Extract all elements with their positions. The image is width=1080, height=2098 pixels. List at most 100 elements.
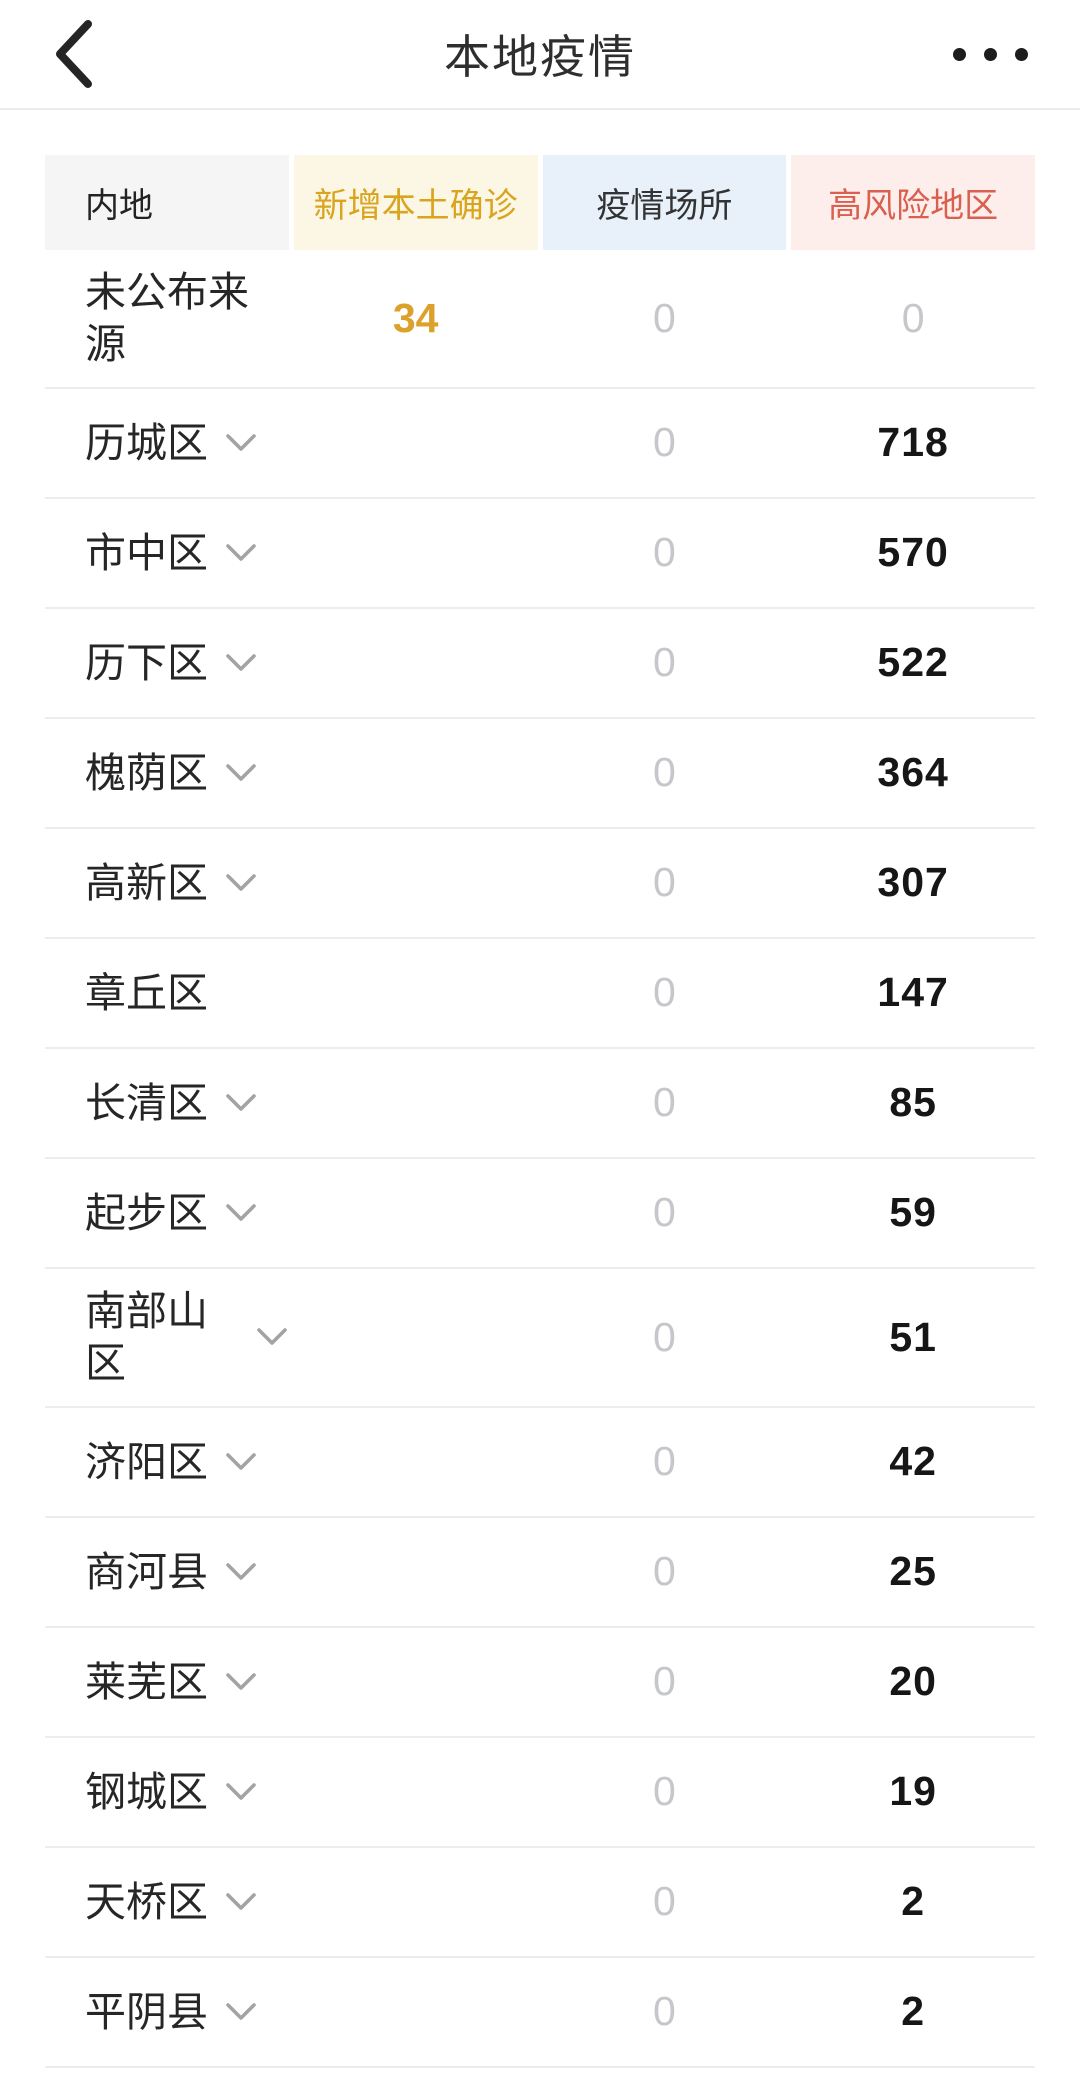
region-cell: 未公布来源 bbox=[45, 266, 289, 371]
region-cell[interactable]: 起步区 bbox=[45, 1187, 289, 1239]
region-label: 槐荫区 bbox=[85, 749, 208, 796]
chevron-down-icon[interactable] bbox=[224, 542, 258, 564]
region-cell[interactable]: 历下区 bbox=[45, 637, 289, 689]
table-row: 平阴县 0 2 bbox=[45, 1958, 1035, 2068]
region-cell[interactable]: 历城区 bbox=[45, 417, 289, 469]
table-row: 天桥区 0 2 bbox=[45, 1848, 1035, 1958]
more-button[interactable] bbox=[940, 0, 1080, 108]
epidemic-venues-value: 0 bbox=[652, 1313, 676, 1360]
chevron-down-icon[interactable] bbox=[255, 1326, 289, 1348]
table-row: 章丘区 0 147 bbox=[45, 939, 1035, 1049]
epidemic-venues-value: 0 bbox=[652, 1658, 676, 1705]
chevron-down-icon[interactable] bbox=[224, 1671, 258, 1693]
ellipsis-icon bbox=[953, 47, 1028, 61]
table-row: 起步区 0 59 bbox=[45, 1159, 1035, 1269]
region-label: 钢城区 bbox=[85, 1768, 208, 1815]
new-local-confirmed-value: 34 bbox=[392, 294, 439, 341]
chevron-down-icon[interactable] bbox=[224, 1202, 258, 1224]
chevron-down-icon[interactable] bbox=[224, 1092, 258, 1114]
chevron-down-icon[interactable] bbox=[224, 652, 258, 674]
epidemic-venues-value: 0 bbox=[652, 529, 676, 576]
epidemic-venues-value: 0 bbox=[652, 1878, 676, 1925]
chevron-left-icon bbox=[56, 20, 92, 88]
region-cell[interactable]: 钢城区 bbox=[45, 1766, 289, 1818]
high-risk-areas-value: 2 bbox=[901, 1988, 926, 2035]
region-label: 未公布来源 bbox=[85, 269, 249, 368]
region-label: 平阴县 bbox=[85, 1988, 208, 2035]
high-risk-areas-value: 0 bbox=[901, 294, 925, 341]
table-row: 莱芜区 0 20 bbox=[45, 1628, 1035, 1738]
region-cell[interactable]: 商河县 bbox=[45, 1546, 289, 1598]
epidemic-venues-value: 0 bbox=[652, 1079, 676, 1126]
table-row: 历下区 0 522 bbox=[45, 609, 1035, 719]
chevron-down-icon[interactable] bbox=[224, 872, 258, 894]
table-row: 南部山区 0 51 bbox=[45, 1269, 1035, 1408]
epidemic-venues-value: 0 bbox=[652, 294, 676, 341]
region-label: 高新区 bbox=[85, 859, 208, 906]
region-label: 莱芜区 bbox=[85, 1658, 208, 1705]
epidemic-venues-value: 0 bbox=[652, 1189, 676, 1236]
epidemic-venues-value: 0 bbox=[652, 1438, 676, 1485]
region-cell[interactable]: 平阴县 bbox=[45, 1986, 289, 2038]
chevron-down-icon[interactable] bbox=[224, 1891, 258, 1913]
table-row: 市中区 0 570 bbox=[45, 499, 1035, 609]
high-risk-areas-value: 85 bbox=[889, 1079, 937, 1126]
table-row: 商河县 0 25 bbox=[45, 1518, 1035, 1628]
high-risk-areas-value: 147 bbox=[877, 969, 949, 1016]
high-risk-areas-value: 570 bbox=[877, 529, 949, 576]
epidemic-venues-value: 0 bbox=[652, 749, 676, 796]
high-risk-areas-value: 20 bbox=[889, 1658, 937, 1705]
region-label: 天桥区 bbox=[85, 1878, 208, 1925]
region-cell[interactable]: 莱芜区 bbox=[45, 1656, 289, 1708]
region-label: 市中区 bbox=[85, 529, 208, 576]
region-cell[interactable]: 槐荫区 bbox=[45, 747, 289, 799]
high-risk-areas-value: 19 bbox=[889, 1768, 937, 1815]
region-label: 历城区 bbox=[85, 419, 208, 466]
region-cell[interactable]: 济阳区 bbox=[45, 1436, 289, 1488]
table-row: 高新区 0 307 bbox=[45, 829, 1035, 939]
chevron-down-icon[interactable] bbox=[224, 1561, 258, 1583]
chevron-down-icon[interactable] bbox=[224, 1781, 258, 1803]
epidemic-venues-value: 0 bbox=[652, 1768, 676, 1815]
epidemic-table: 内地 新增本土确诊 疫情场所 高风险地区 未公布来源 34 0 0 历城区 bbox=[45, 155, 1035, 2068]
high-risk-areas-value: 42 bbox=[889, 1438, 937, 1485]
region-cell[interactable]: 天桥区 bbox=[45, 1876, 289, 1928]
high-risk-areas-value: 718 bbox=[877, 419, 949, 466]
region-label: 历下区 bbox=[85, 639, 208, 686]
region-cell[interactable]: 长清区 bbox=[45, 1077, 289, 1129]
high-risk-areas-value: 59 bbox=[889, 1189, 937, 1236]
chevron-down-icon[interactable] bbox=[224, 762, 258, 784]
column-header-epidemic-venues[interactable]: 疫情场所 bbox=[542, 155, 787, 250]
epidemic-venues-value: 0 bbox=[652, 1988, 676, 2035]
region-cell: 章丘区 bbox=[45, 967, 289, 1019]
epidemic-venues-value: 0 bbox=[652, 419, 676, 466]
epidemic-venues-value: 0 bbox=[652, 969, 676, 1016]
table-row: 济阳区 0 42 bbox=[45, 1408, 1035, 1518]
region-cell[interactable]: 市中区 bbox=[45, 527, 289, 579]
table-header: 内地 新增本土确诊 疫情场所 高风险地区 bbox=[45, 155, 1035, 250]
back-button[interactable] bbox=[0, 0, 140, 108]
epidemic-venues-value: 0 bbox=[652, 859, 676, 906]
region-label: 南部山区 bbox=[85, 1287, 208, 1387]
region-label: 商河县 bbox=[85, 1548, 208, 1595]
high-risk-areas-value: 51 bbox=[889, 1313, 937, 1360]
region-cell[interactable]: 南部山区 bbox=[45, 1285, 289, 1390]
region-label: 起步区 bbox=[85, 1189, 208, 1236]
page-title: 本地疫情 bbox=[444, 31, 636, 83]
region-cell[interactable]: 高新区 bbox=[45, 857, 289, 909]
nav-bar: 本地疫情 bbox=[0, 0, 1080, 110]
chevron-down-icon[interactable] bbox=[224, 1451, 258, 1473]
table-row: 钢城区 0 19 bbox=[45, 1738, 1035, 1848]
column-header-high-risk-areas[interactable]: 高风险地区 bbox=[791, 155, 1035, 250]
column-header-new-local-confirmed[interactable]: 新增本土确诊 bbox=[293, 155, 538, 250]
high-risk-areas-value: 364 bbox=[877, 749, 949, 796]
table-body: 未公布来源 34 0 0 历城区 0 718 bbox=[45, 250, 1035, 2068]
column-header-region[interactable]: 内地 bbox=[45, 155, 289, 250]
chevron-down-icon[interactable] bbox=[224, 2001, 258, 2023]
region-label: 章丘区 bbox=[85, 969, 208, 1016]
region-label: 济阳区 bbox=[85, 1438, 208, 1485]
high-risk-areas-value: 2 bbox=[901, 1878, 926, 1925]
region-label: 长清区 bbox=[85, 1079, 208, 1126]
table-row: 长清区 0 85 bbox=[45, 1049, 1035, 1159]
chevron-down-icon[interactable] bbox=[224, 432, 258, 454]
